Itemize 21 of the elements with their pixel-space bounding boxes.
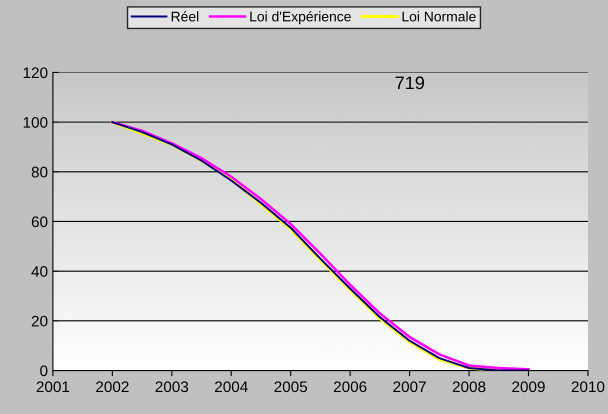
x-tick-label: 2008 <box>452 381 486 392</box>
y-tick-label: 80 <box>32 166 48 178</box>
y-tick-label: 120 <box>24 67 48 78</box>
legend-label: Loi d'Expérience <box>250 11 351 24</box>
annotation: 719 <box>396 76 424 90</box>
y-tick-label: 40 <box>31 266 48 277</box>
x-tick-label: 2001 <box>36 381 70 392</box>
y-tick-label: 20 <box>32 316 48 327</box>
x-tick-label: 2010 <box>572 381 604 392</box>
y-tick-label: 0 <box>40 365 48 376</box>
y-tick-label: 100 <box>24 117 48 128</box>
x-tick-label: 2007 <box>393 381 426 392</box>
x-tick-label: 2002 <box>96 381 129 392</box>
y-tick-label: 60 <box>32 216 48 228</box>
x-tick-label: 2004 <box>215 381 248 392</box>
x-tick-label: 2003 <box>156 381 188 392</box>
x-tick-label: 2006 <box>334 381 366 392</box>
legend-label: Réel <box>172 11 198 22</box>
x-tick-label: 2009 <box>512 381 545 392</box>
legend-label: Loi Normale <box>402 11 476 22</box>
x-tick-label: 2005 <box>274 381 308 392</box>
